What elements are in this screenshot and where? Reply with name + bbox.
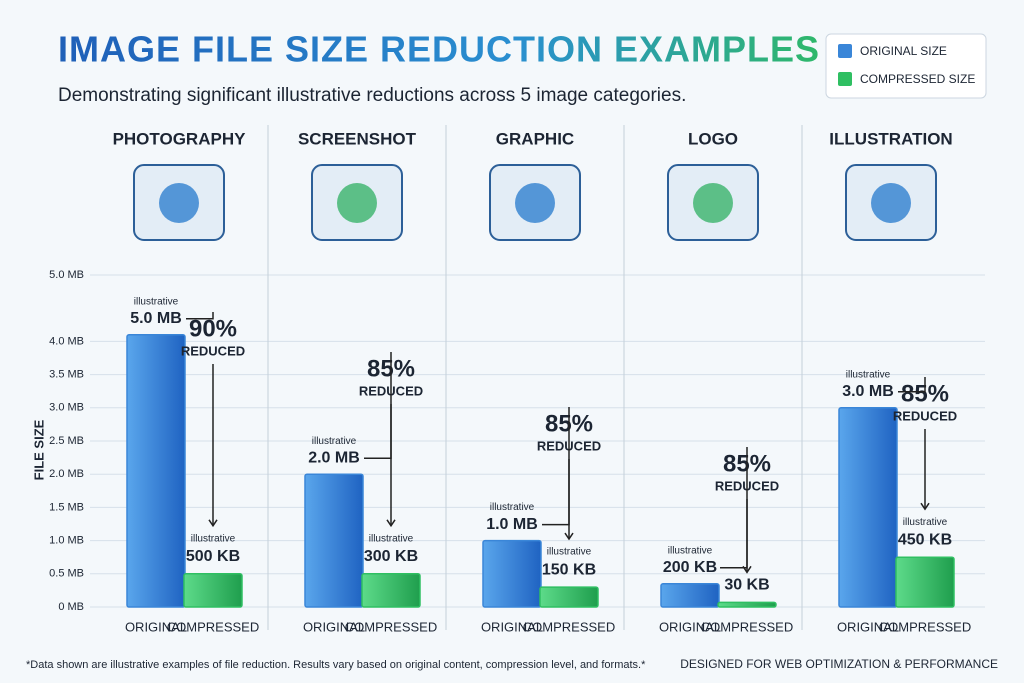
original-label: 2.0 MB [308,449,360,466]
arrowhead [920,502,930,511]
legend-swatch [838,44,852,58]
x-tick-label: ORIGINAL [303,619,365,634]
x-tick-label: COMPRESSED [523,619,615,634]
y-tick-label: 5.0 MB [49,269,84,281]
credit: DESIGNED FOR WEB OPTIMIZATION & PERFORMA… [680,657,998,671]
bar [660,583,720,608]
y-tick-label: 0 MB [58,601,84,613]
original-label: 1.0 MB [486,516,538,533]
category-heading: LOGO [688,129,738,148]
x-tick-label: ORIGINAL [837,619,899,634]
legend-box [825,33,987,99]
category-heading: PHOTOGRAPHY [113,129,247,148]
reduction-note: REDUCED [181,343,245,358]
original-note: illustrative [846,369,891,380]
arrowhead [208,519,218,528]
bar [838,407,898,608]
compressed-note: illustrative [369,533,414,544]
y-tick-label: 1.0 MB [49,535,84,547]
bar [361,573,421,608]
bar [895,556,955,608]
y-tick-label: 3.0 MB [49,402,84,414]
compressed-note: illustrative [191,533,236,544]
original-note: illustrative [668,545,713,556]
original-note: illustrative [490,502,535,513]
bar [304,473,364,608]
original-note: illustrative [312,436,357,447]
category-icon-detail [515,183,555,223]
y-axis-label: FILE SIZE [31,419,46,480]
y-tick-label: 1.5 MB [49,501,84,513]
x-tick-label: ORIGINAL [125,619,187,634]
original-label: 5.0 MB [130,310,182,327]
subtitle: Demonstrating significant illustrative r… [58,85,686,106]
x-tick-label: ORIGINAL [659,619,721,634]
legend-swatch [838,72,852,86]
reduction-percent: 90% [189,315,237,342]
compressed-label: 150 KB [542,561,596,578]
bar [482,539,542,608]
bar [717,601,777,608]
compressed-label: 300 KB [364,548,418,565]
y-tick-label: 2.0 MB [49,468,84,480]
category-icon-detail [871,183,911,223]
x-tick-label: ORIGINAL [481,619,543,634]
arrowhead [742,565,752,574]
arrowhead [564,532,574,541]
original-label: 3.0 MB [842,383,894,400]
y-tick-label: 0.5 MB [49,568,84,580]
bar [126,334,186,608]
reduction-note: REDUCED [893,408,957,423]
x-tick-label: COMPRESSED [701,619,793,634]
compressed-label: 30 KB [724,577,769,594]
bar [539,586,599,608]
category-heading: GRAPHIC [496,129,574,148]
y-tick-label: 3.5 MB [49,369,84,381]
legend-label: COMPRESSED SIZE [860,72,975,86]
y-tick-label: 4.0 MB [49,335,84,347]
x-tick-label: COMPRESSED [345,619,437,634]
arrowhead [386,519,396,528]
x-tick-label: COMPRESSED [879,619,971,634]
compressed-label: 450 KB [898,531,952,548]
legend-label: ORIGINAL SIZE [860,44,947,58]
compressed-note: illustrative [547,547,592,558]
category-icon-detail [693,183,733,223]
original-label: 200 KB [663,559,717,576]
chart-title: IMAGE FILE SIZE REDUCTION EXAMPLES [58,29,820,70]
x-tick-label: COMPRESSED [167,619,259,634]
y-tick-label: 2.5 MB [49,435,84,447]
category-heading: SCREENSHOT [298,129,417,148]
category-heading: ILLUSTRATION [829,129,952,148]
bar [183,573,243,608]
arrow [898,377,926,393]
arrow [186,312,214,320]
footnote: *Data shown are illustrative examples of… [26,659,646,671]
compressed-note: illustrative [903,517,948,528]
compressed-label: 500 KB [186,548,240,565]
original-note: illustrative [134,296,179,307]
category-icon-detail [159,183,199,223]
category-icon-detail [337,183,377,223]
